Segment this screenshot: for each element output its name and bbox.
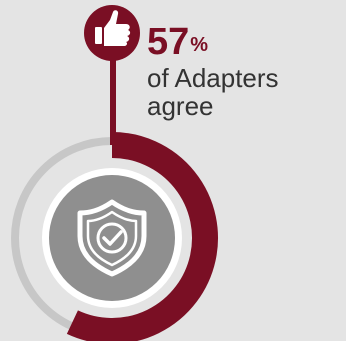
percent-value: 57% — [147, 21, 279, 63]
thumbs-up-icon — [95, 10, 131, 46]
connector-line — [110, 55, 116, 145]
percent-sign: % — [190, 34, 209, 56]
shield-check-icon — [77, 199, 147, 277]
stat-line-1: of Adapters — [147, 63, 279, 93]
center-circle — [49, 175, 175, 301]
ring-progress-arc — [66, 132, 218, 341]
stat-block: 57% of Adapters agree — [147, 21, 279, 121]
percent-number: 57 — [147, 21, 190, 63]
stat-line-2: agree — [147, 91, 214, 121]
